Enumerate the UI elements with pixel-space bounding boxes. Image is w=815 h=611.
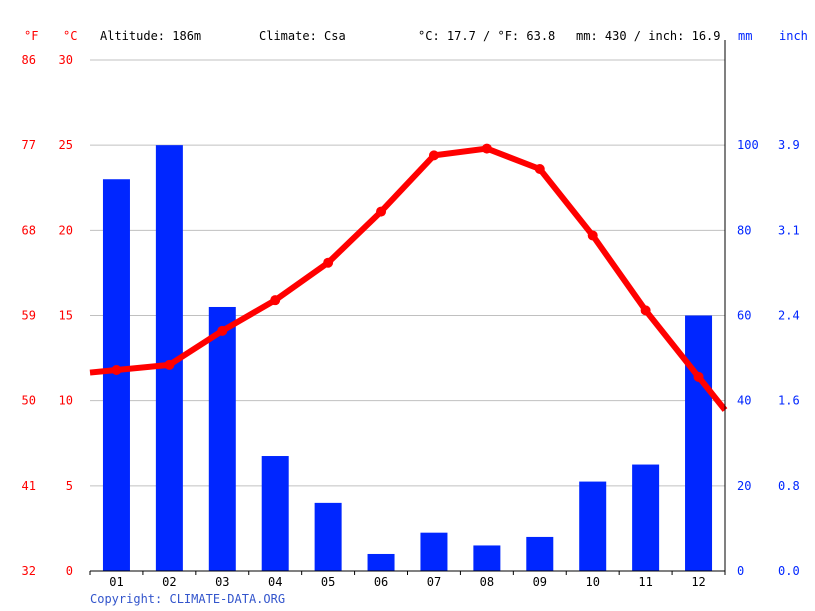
temperature-point [323, 257, 334, 268]
fahrenheit-tick-label: 86 [22, 53, 36, 67]
fahrenheit-tick-label: 32 [22, 564, 36, 578]
climate-text: Climate: Csa [259, 29, 346, 43]
month-tick-label: 07 [427, 575, 441, 589]
temperature-point [693, 371, 704, 382]
precipitation-bar [102, 179, 130, 571]
inch-tick-label: 1.6 [778, 394, 800, 408]
precipitation-bar [632, 464, 660, 571]
precipitation-bar [579, 481, 607, 571]
altitude-text: Altitude: 186m [100, 29, 201, 43]
celsius-tick-label: 20 [59, 223, 73, 237]
axes [89, 40, 726, 575]
celsius-tick-label: 0 [66, 564, 73, 578]
inch-tick-label: 0.8 [778, 479, 800, 493]
temperature-point [587, 230, 598, 241]
temperature-point [164, 359, 175, 370]
mm-tick-label: 40 [737, 394, 751, 408]
precipitation-bar [420, 532, 448, 571]
mm-tick-label: 60 [737, 309, 751, 323]
month-tick-label: 04 [268, 575, 282, 589]
month-tick-label: 03 [215, 575, 229, 589]
mm-unit-label: mm [738, 29, 752, 43]
month-tick-label: 05 [321, 575, 335, 589]
month-tick-label: 10 [585, 575, 599, 589]
fahrenheit-tick-label: 50 [22, 394, 36, 408]
precipitation-bar [314, 502, 342, 571]
celsius-unit-label: °C [63, 29, 77, 43]
copyright-text: Copyright: CLIMATE-DATA.ORG [90, 592, 286, 606]
mm-tick-label: 80 [737, 223, 751, 237]
precipitation-bar [367, 553, 395, 571]
month-tick-label: 12 [691, 575, 705, 589]
fahrenheit-tick-label: 68 [22, 223, 36, 237]
fahrenheit-tick-label: 41 [22, 479, 36, 493]
inch-tick-label: 3.9 [778, 138, 800, 152]
gridlines [90, 59, 725, 487]
month-tick-label: 02 [162, 575, 176, 589]
mm-tick-label: 20 [737, 479, 751, 493]
temperature-point [640, 305, 651, 316]
precipitation-total-text: mm: 430 / inch: 16.9 [576, 29, 721, 43]
temperature-point [481, 143, 492, 154]
celsius-tick-label: 10 [59, 394, 73, 408]
mm-tick-label: 0 [737, 564, 744, 578]
temperature-average-text: °C: 17.7 / °F: 63.8 [418, 29, 555, 43]
inch-tick-label: 0.0 [778, 564, 800, 578]
month-tick-label: 09 [533, 575, 547, 589]
celsius-tick-label: 25 [59, 138, 73, 152]
celsius-tick-label: 30 [59, 53, 73, 67]
precipitation-bars [102, 145, 713, 571]
temperature-point [111, 365, 122, 376]
temperature-point [428, 150, 439, 161]
precipitation-bar [261, 456, 289, 571]
month-tick-label: 08 [480, 575, 494, 589]
fahrenheit-unit-label: °F [24, 29, 38, 43]
month-tick-label: 06 [374, 575, 388, 589]
month-tick-label: 11 [638, 575, 652, 589]
fahrenheit-tick-label: 59 [22, 309, 36, 323]
mm-tick-label: 100 [737, 138, 759, 152]
precipitation-bar [208, 306, 236, 571]
temperature-point [376, 206, 387, 217]
fahrenheit-tick-label: 77 [22, 138, 36, 152]
precipitation-bar [685, 315, 713, 571]
temperature-point [270, 295, 281, 306]
precipitation-bar [473, 545, 501, 571]
month-tick-label: 01 [109, 575, 123, 589]
temperature-series-line [89, 145, 728, 412]
celsius-tick-label: 5 [66, 479, 73, 493]
inch-tick-label: 2.4 [778, 309, 800, 323]
inch-unit-label: inch [779, 29, 808, 43]
temperature-point [217, 325, 228, 336]
celsius-tick-label: 15 [59, 309, 73, 323]
precipitation-bar [526, 536, 554, 571]
inch-tick-label: 3.1 [778, 223, 800, 237]
temperature-point [534, 164, 545, 175]
temperature-line [89, 143, 728, 412]
